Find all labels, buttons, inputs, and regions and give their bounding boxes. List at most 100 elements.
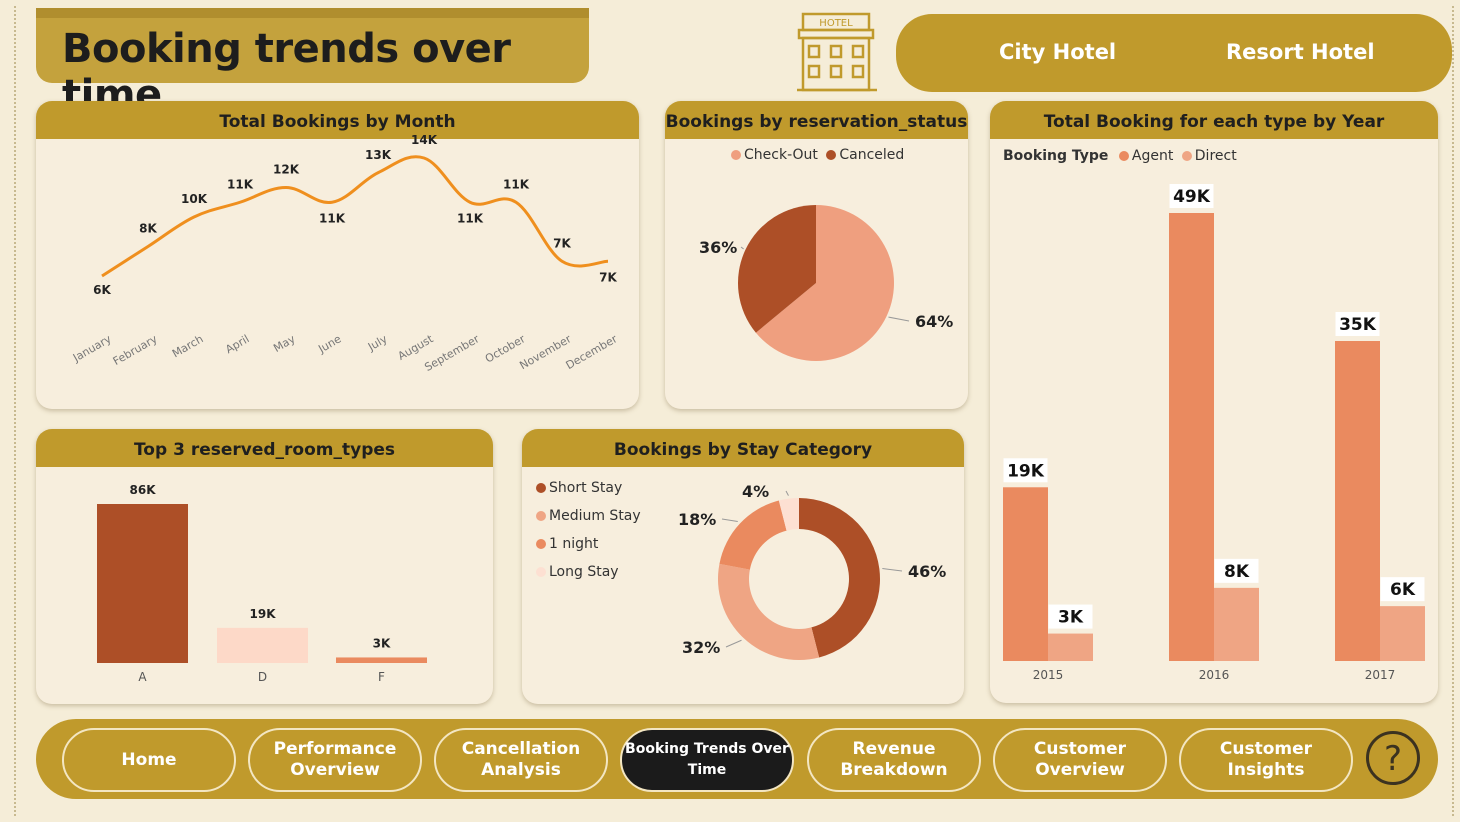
data-label-bg — [1214, 558, 1259, 583]
pie-slice — [738, 205, 816, 333]
legend-canceled: Canceled — [839, 147, 905, 163]
slice-label: 32% — [682, 638, 720, 657]
help-icon[interactable]: ? — [1366, 731, 1420, 785]
hotel-icon-label: HOTEL — [819, 18, 853, 29]
nav-customer-overview-button[interactable]: Customer Overview — [993, 728, 1167, 792]
legend-dot — [731, 150, 741, 160]
x-tick-label: A — [138, 670, 147, 684]
data-label: 19K — [250, 607, 277, 621]
bar — [1048, 633, 1093, 661]
bar — [1003, 487, 1048, 661]
x-tick-label: July — [365, 332, 390, 354]
data-label-bg — [1380, 577, 1425, 602]
resort-hotel-button[interactable]: Resort Hotel — [1226, 40, 1375, 64]
data-label: 3K — [373, 636, 391, 650]
nav-customer-insights-button[interactable]: Customer Insights — [1179, 728, 1353, 792]
hotel-selector: City Hotel Resort Hotel — [896, 14, 1452, 92]
data-label: 6K — [93, 283, 111, 297]
stay-category-legend: Short Stay Medium Stay 1 night Long Stay — [536, 474, 641, 586]
donut-slice — [799, 498, 880, 658]
reservation-status-title: Bookings by reservation_status — [665, 101, 968, 139]
room-types-card: Top 3 reserved_room_types 86K A 19K D 3K F — [36, 429, 493, 704]
data-label: 49K — [1173, 187, 1211, 207]
booking-type-legend: Booking Type Agent Direct — [1003, 148, 1237, 164]
data-label-bg — [1048, 604, 1093, 629]
nav-booking-trends-button[interactable]: Booking Trends Over Time — [620, 728, 794, 792]
data-label: 3K — [1058, 608, 1084, 628]
bookings-by-month-card: Total Bookings by Month 6K January 8K Febru… — [36, 101, 639, 409]
title-strip — [36, 8, 589, 18]
leader-line — [888, 316, 910, 322]
stay-category-chart: 46% 32% 18% 4% — [678, 482, 946, 660]
legend-dot — [536, 483, 546, 493]
slice-label: 36% — [699, 238, 737, 257]
city-hotel-button[interactable]: City Hotel — [999, 40, 1117, 64]
data-label: 8K — [139, 222, 157, 236]
bookings-by-month-title: Total Bookings by Month — [36, 101, 639, 139]
legend-short-stay: Short Stay — [549, 480, 623, 496]
room-types-title: Top 3 reserved_room_types — [36, 429, 493, 467]
pie-slice — [755, 205, 894, 362]
bookings-by-month-chart: 6K January 8K February 10K March 11K April 12K Ma… — [70, 133, 620, 374]
booking-type-by-year-chart: 19K 3K 2015 49K 8K 2016 35K 6K 2017 — [1003, 184, 1425, 682]
data-label: 11K — [319, 211, 346, 225]
reservation-status-legend: Check-Out Canceled — [731, 147, 904, 163]
data-label-bg — [1335, 312, 1380, 336]
data-label: 11K — [227, 177, 254, 191]
x-tick-label: 2015 — [1033, 668, 1064, 682]
legend-one-night: 1 night — [549, 536, 599, 552]
legend-dot — [536, 511, 546, 521]
x-tick-label: March — [170, 332, 206, 360]
data-label-bg — [1169, 184, 1214, 208]
slice-label: 64% — [915, 312, 953, 331]
reservation-status-chart: 64% 36% — [699, 205, 953, 362]
nav-revenue-breakdown-button[interactable]: Revenue Breakdown — [807, 728, 981, 792]
bar — [1214, 587, 1259, 661]
data-label: 13K — [365, 148, 392, 162]
data-label: 8K — [1224, 562, 1250, 582]
page-frame — [14, 6, 1454, 816]
legend-dot — [536, 567, 546, 577]
booking-type-by-year-card: Total Booking for each type by Year Book… — [990, 101, 1438, 703]
legend-dot — [1181, 151, 1192, 161]
data-label: 7K — [553, 236, 571, 250]
donut-slice — [719, 500, 787, 570]
bar — [217, 627, 308, 663]
x-tick-label: June — [315, 332, 343, 356]
x-tick-label: 2016 — [1199, 668, 1230, 682]
donut-slice — [778, 498, 799, 531]
stay-category-card: Bookings by Stay Category Short Stay Med… — [522, 429, 964, 704]
bar — [1335, 341, 1380, 661]
booking-type-by-year-title: Total Booking for each type by Year — [990, 101, 1438, 139]
legend-dot — [1118, 151, 1129, 161]
x-tick-label: May — [271, 332, 298, 355]
legend-direct: Direct — [1194, 148, 1237, 164]
slice-label: 4% — [742, 482, 769, 501]
bottom-nav: Home Performance Overview Cancellation A… — [36, 719, 1438, 799]
leader-line — [725, 639, 742, 648]
leader-line — [785, 490, 789, 496]
x-tick-label: December — [564, 332, 620, 372]
leader-line — [740, 246, 744, 250]
leader-line — [721, 518, 738, 522]
nav-cancellation-analysis-button[interactable]: Cancellation Analysis — [434, 728, 608, 792]
legend-dot — [536, 539, 546, 549]
donut-slice — [718, 563, 820, 660]
title-banner: Booking trends over time — [36, 8, 589, 118]
data-label: 12K — [273, 163, 300, 177]
data-label: 11K — [503, 177, 530, 191]
nav-performance-overview-button[interactable]: Performance Overview — [248, 728, 422, 792]
legend-long-stay: Long Stay — [549, 564, 619, 580]
data-label: 7K — [599, 270, 617, 284]
leader-line — [882, 567, 903, 572]
hotel-icon: HOTEL — [797, 12, 877, 92]
nav-home-button[interactable]: Home — [62, 728, 236, 792]
bookings-line — [101, 155, 609, 278]
x-tick-label: 2017 — [1365, 668, 1396, 682]
x-tick-label: February — [111, 332, 160, 368]
bar — [97, 504, 188, 663]
data-label: 14K — [411, 133, 438, 147]
room-types-chart: 86K A 19K D 3K F — [97, 483, 427, 684]
x-tick-label: January — [70, 332, 114, 365]
x-tick-label: November — [517, 332, 573, 372]
